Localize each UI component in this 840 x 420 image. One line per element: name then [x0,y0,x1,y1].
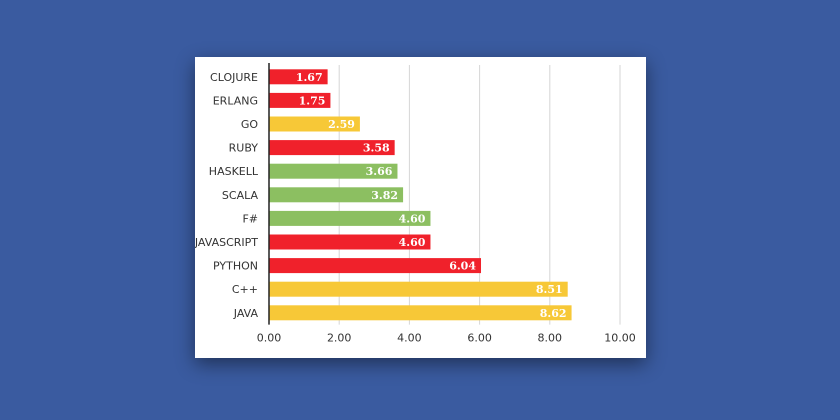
value-label: 3.58 [363,142,390,155]
category-label: RUBY [229,142,259,155]
category-label: GO [241,118,259,131]
value-label: 1.75 [299,94,326,107]
bar [269,258,482,274]
x-tick-label: 2.00 [327,332,352,345]
bar [269,305,572,321]
bar [269,116,360,132]
bar-chart: 1.671.752.593.583.663.824.604.606.048.51… [195,63,636,345]
value-label: 8.62 [540,307,567,320]
bar [269,210,431,226]
category-label: F# [242,212,258,225]
x-tick-label: 4.00 [397,332,422,345]
value-label: 3.66 [366,165,393,178]
x-tick-label: 6.00 [467,332,492,345]
value-label: 3.82 [371,189,398,202]
bar [269,92,331,108]
category-label: SCALA [222,189,259,202]
bar [269,281,568,297]
category-label: ERLANG [213,94,258,107]
value-label: 1.67 [296,71,323,84]
category-label: CLOJURE [210,71,258,84]
axis: 0.00 2.00 4.00 6.00 8.00 10.00 CLOJURE ERLANG GO… [195,63,636,345]
category-label: HASKELL [209,165,259,178]
bar [269,187,404,203]
x-tick-label: 8.00 [538,332,563,345]
bars: 1.671.752.593.583.663.824.604.606.048.51… [269,69,572,321]
bar [269,69,328,85]
value-label: 2.59 [328,118,355,131]
value-label: 8.51 [536,283,563,296]
category-label: PYTHON [213,260,258,273]
bar [269,140,395,156]
x-tick-label: 10.00 [604,332,636,345]
x-tick-label: 0.00 [257,332,282,345]
bar [269,163,398,179]
chart-card: 1.67 1.75 2.59 3.58 3.66 3.82 4.60 4.60 6.04 8.51… [195,57,646,358]
value-label: 4.60 [399,212,426,225]
value-label: 6.04 [449,260,476,273]
value-label: 4.60 [399,236,426,249]
category-label: C++ [232,283,258,296]
gridlines [338,65,621,325]
bar [269,234,431,250]
category-label: JAVASCRIPT [195,236,258,249]
category-label: JAVA [233,307,259,320]
